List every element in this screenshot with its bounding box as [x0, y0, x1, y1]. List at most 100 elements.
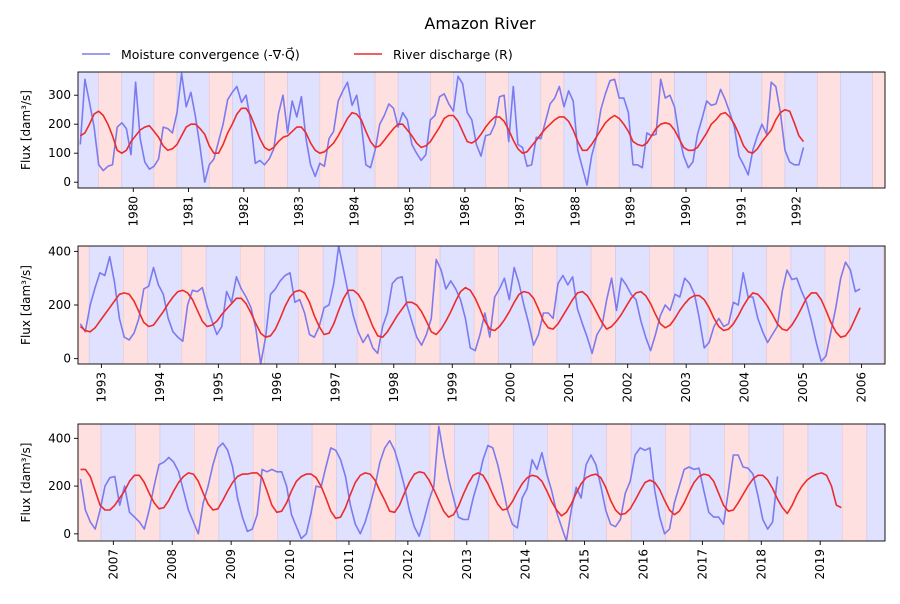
x-tick-label: 2004: [738, 372, 752, 403]
shade-red: [370, 424, 396, 541]
shade-red: [665, 424, 691, 541]
x-tick-label: 1988: [568, 196, 582, 227]
series-line-discharge: [79, 286, 861, 339]
x-tick-label: 1987: [513, 196, 527, 227]
axes-frame: [77, 71, 886, 189]
y-axis-label: Flux [dam³/s]: [19, 90, 33, 170]
shade-blue: [264, 246, 300, 364]
y-tick-label: 200: [48, 117, 71, 131]
shade-red: [872, 72, 885, 188]
x-tick-label: 2012: [401, 549, 415, 580]
shade-blue: [205, 246, 241, 364]
x-tick-label: 2008: [165, 549, 179, 580]
shade-red: [706, 72, 731, 188]
shade-blue: [336, 424, 372, 541]
x-tick-label: 1991: [734, 196, 748, 227]
x-tick-label: 2001: [562, 372, 576, 403]
figure-title: Amazon River: [424, 14, 536, 33]
shade-red: [766, 246, 792, 364]
shade-blue: [673, 246, 709, 364]
shade-blue: [159, 424, 195, 541]
shade-blue: [807, 424, 843, 541]
x-tick-label: 2006: [855, 372, 869, 403]
shade-red: [590, 246, 616, 364]
shade-blue: [453, 72, 486, 188]
panel-1979-1993: 0 100 200 300 1980 1981 1982 1983 1984 1985 1986 19…: [19, 71, 900, 227]
x-tick-label: 2003: [679, 372, 693, 403]
shade-blue: [849, 246, 884, 364]
shade-blue: [784, 72, 818, 188]
shade-red: [135, 424, 161, 541]
shade-blue: [630, 424, 666, 541]
y-tick-label: 0: [63, 175, 71, 189]
x-tick-label: 2005: [796, 372, 810, 403]
y-tick-label: 400: [48, 244, 71, 258]
x-tick-label: 2014: [519, 549, 533, 580]
y-tick-label: 0: [63, 352, 71, 366]
x-tick-label: 2007: [106, 549, 120, 580]
series-line-discharge: [79, 107, 805, 154]
x-tick-label: 2017: [695, 549, 709, 580]
shade-red: [181, 246, 207, 364]
x-tick-label: 1981: [182, 196, 196, 227]
x-tick-label: 2010: [283, 549, 297, 580]
shade-red: [841, 424, 868, 541]
y-tick-label: 400: [48, 431, 71, 445]
season-shading: [78, 246, 885, 364]
shade-blue: [176, 72, 210, 188]
x-tick-label: 1994: [153, 372, 167, 403]
x-tick-label: 1986: [458, 196, 472, 227]
x-tick-label: 2009: [224, 549, 238, 580]
x-tick-label: 1980: [126, 196, 140, 227]
shade-blue: [896, 72, 900, 188]
shade-red: [724, 424, 750, 541]
legend-label-moisture: Moisture convergence (-∇·Q⃗): [121, 47, 300, 62]
x-tick-label: 1993: [94, 372, 108, 403]
x-tick-label: 2011: [342, 549, 356, 580]
x-tick-label: 1995: [211, 372, 225, 403]
panel-1993-2006: 0 200 400 1993 1994 1995 1996 1997 1998 1999 2000 2…: [19, 244, 886, 403]
x-tick-label: 1982: [237, 196, 251, 227]
x-tick-label: 1998: [387, 372, 401, 403]
shade-red: [239, 246, 265, 364]
x-tick-label: 1997: [328, 372, 342, 403]
shade-blue: [866, 424, 885, 541]
shade-red: [319, 72, 344, 188]
x-tick-label: 2015: [578, 549, 592, 580]
x-tick-label: 1989: [624, 196, 638, 227]
y-axis-label: Flux [dam³/s]: [19, 265, 33, 345]
x-tick-label: 2000: [504, 372, 518, 403]
x-tick-label: 1985: [403, 196, 417, 227]
shade-red: [252, 424, 279, 541]
shade-red: [883, 246, 885, 364]
shade-blue: [563, 72, 597, 188]
shade-blue: [439, 246, 475, 364]
x-tick-label: 2018: [754, 549, 768, 580]
axes-frame: [77, 423, 886, 542]
series-line-moisture: [79, 72, 805, 186]
series-line-moisture: [79, 425, 779, 541]
shade-blue: [615, 246, 650, 364]
shade-blue: [572, 424, 607, 541]
shade-blue: [556, 246, 592, 364]
shade-red: [430, 72, 454, 188]
shade-blue: [618, 72, 652, 188]
x-tick-label: 2002: [621, 372, 635, 403]
shade-red: [485, 72, 509, 188]
series-line-discharge: [80, 468, 842, 520]
shade-red: [311, 424, 337, 541]
series-line-moisture: [79, 246, 861, 364]
x-tick-label: 1992: [790, 196, 804, 227]
shade-red: [707, 246, 733, 364]
panel-2006-2020: 0 200 400 2007 2008 2009 2010 2011 2012 2013 2014 2…: [19, 423, 886, 580]
x-tick-label: 1996: [270, 372, 284, 403]
shade-red: [356, 246, 382, 364]
shade-blue: [674, 72, 708, 188]
shade-red: [816, 72, 841, 188]
shade-blue: [454, 424, 490, 541]
y-tick-label: 200: [48, 479, 71, 493]
shade-blue: [498, 246, 533, 364]
y-tick-label: 300: [48, 88, 71, 102]
x-tick-label: 1984: [347, 196, 361, 227]
shade-blue: [381, 246, 417, 364]
